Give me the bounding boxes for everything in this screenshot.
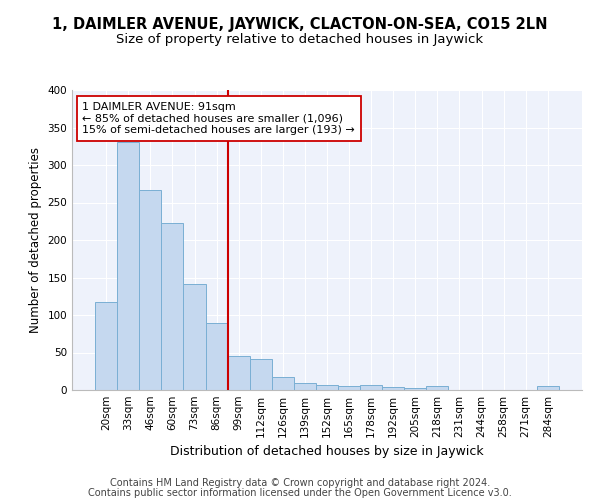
Text: Size of property relative to detached houses in Jaywick: Size of property relative to detached ho…	[116, 32, 484, 46]
Bar	[404, 388, 427, 390]
X-axis label: Distribution of detached houses by size in Jaywick: Distribution of detached houses by size …	[170, 446, 484, 458]
Bar	[227, 356, 250, 390]
Bar	[537, 386, 559, 390]
Bar	[272, 376, 294, 390]
Bar	[184, 284, 206, 390]
Text: Contains HM Land Registry data © Crown copyright and database right 2024.: Contains HM Land Registry data © Crown c…	[110, 478, 490, 488]
Bar	[360, 385, 382, 390]
Bar	[206, 324, 227, 390]
Text: Contains public sector information licensed under the Open Government Licence v3: Contains public sector information licen…	[88, 488, 512, 498]
Bar	[161, 223, 184, 390]
Bar	[338, 386, 360, 390]
Text: 1 DAIMLER AVENUE: 91sqm
← 85% of detached houses are smaller (1,096)
15% of semi: 1 DAIMLER AVENUE: 91sqm ← 85% of detache…	[82, 102, 355, 135]
Bar	[316, 385, 338, 390]
Text: 1, DAIMLER AVENUE, JAYWICK, CLACTON-ON-SEA, CO15 2LN: 1, DAIMLER AVENUE, JAYWICK, CLACTON-ON-S…	[52, 18, 548, 32]
Bar	[427, 386, 448, 390]
Bar	[294, 382, 316, 390]
Bar	[250, 358, 272, 390]
Y-axis label: Number of detached properties: Number of detached properties	[29, 147, 42, 333]
Bar	[117, 142, 139, 390]
Bar	[95, 302, 117, 390]
Bar	[382, 387, 404, 390]
Bar	[139, 190, 161, 390]
